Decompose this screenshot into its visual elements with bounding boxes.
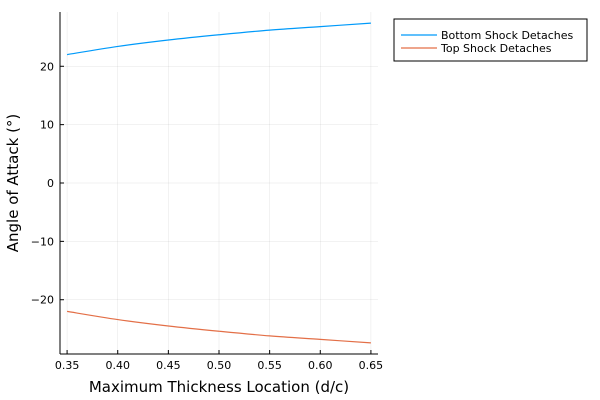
legend: Bottom Shock Detaches Top Shock Detaches: [393, 18, 588, 62]
legend-label-bottom-shock: Bottom Shock Detaches: [441, 29, 574, 42]
x-tick-label: 0.55: [257, 359, 282, 372]
legend-box: [393, 18, 588, 62]
y-ticks: −20 −10 0 10 20: [31, 60, 64, 307]
grid: [60, 12, 378, 354]
x-tick-label: 0.60: [308, 359, 333, 372]
legend-label-top-shock: Top Shock Detaches: [440, 42, 552, 55]
y-axis-label: Angle of Attack (°): [4, 114, 22, 253]
x-axis-label: Maximum Thickness Location (d/c): [89, 378, 349, 396]
y-tick-label: 10: [40, 119, 54, 132]
x-tick-label: 0.50: [207, 359, 232, 372]
x-tick-label: 0.40: [105, 359, 130, 372]
y-tick-label: 0: [47, 177, 54, 190]
x-tick-label: 0.45: [156, 359, 181, 372]
y-tick-label: −10: [31, 235, 54, 248]
y-tick-label: 20: [40, 60, 54, 73]
series-line-top-shock: [66, 310, 371, 344]
series-layer: [66, 22, 371, 344]
x-tick-label: 0.35: [55, 359, 80, 372]
x-tick-label: 0.65: [359, 359, 384, 372]
series-line-bottom-shock: [66, 22, 371, 56]
x-ticks: 0.35 0.40 0.45 0.50 0.55 0.60 0.65: [55, 350, 383, 372]
y-tick-label: −20: [31, 294, 54, 307]
